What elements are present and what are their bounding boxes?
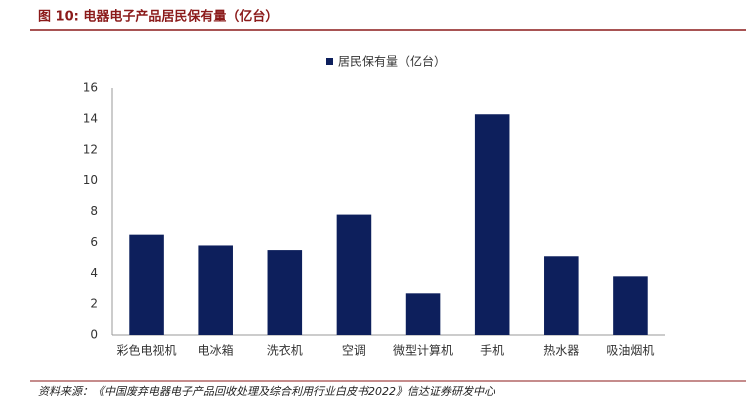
bar bbox=[129, 234, 164, 335]
y-tick-label: 14 bbox=[83, 111, 98, 125]
x-tick-label: 手机 bbox=[480, 344, 504, 358]
source-note: 资料来源：《中国废弃电器电子产品回收处理及综合利用行业白皮书2022》信达证券研… bbox=[38, 385, 496, 398]
y-tick-label: 2 bbox=[90, 297, 98, 311]
x-tick-label: 空调 bbox=[342, 344, 366, 358]
x-tick-label: 吸油烟机 bbox=[606, 344, 654, 358]
x-tick-label: 微型计算机 bbox=[393, 343, 453, 358]
legend-label: 居民保有量（亿台） bbox=[338, 54, 446, 69]
x-tick-label: 热水器 bbox=[543, 344, 579, 358]
bar bbox=[198, 245, 233, 335]
bar bbox=[267, 250, 303, 335]
bar bbox=[544, 256, 579, 335]
y-tick-label: 0 bbox=[90, 328, 98, 342]
y-tick-label: 8 bbox=[90, 204, 98, 218]
legend-swatch bbox=[326, 58, 333, 65]
x-tick-label: 电冰箱 bbox=[198, 343, 234, 358]
x-tick-label: 洗衣机 bbox=[267, 343, 303, 358]
y-tick-label: 16 bbox=[83, 81, 98, 95]
y-tick-label: 10 bbox=[83, 173, 98, 187]
y-tick-label: 6 bbox=[90, 235, 98, 249]
bar bbox=[336, 214, 372, 335]
y-tick-label: 12 bbox=[83, 142, 98, 156]
y-tick-label: 4 bbox=[90, 266, 98, 280]
x-tick-label: 彩色电视机 bbox=[117, 343, 177, 358]
chart-title: 图 10: 电器电子产品居民保有量（亿台） bbox=[38, 9, 278, 25]
bar bbox=[474, 114, 510, 336]
bar bbox=[613, 276, 648, 335]
bar bbox=[405, 293, 441, 335]
